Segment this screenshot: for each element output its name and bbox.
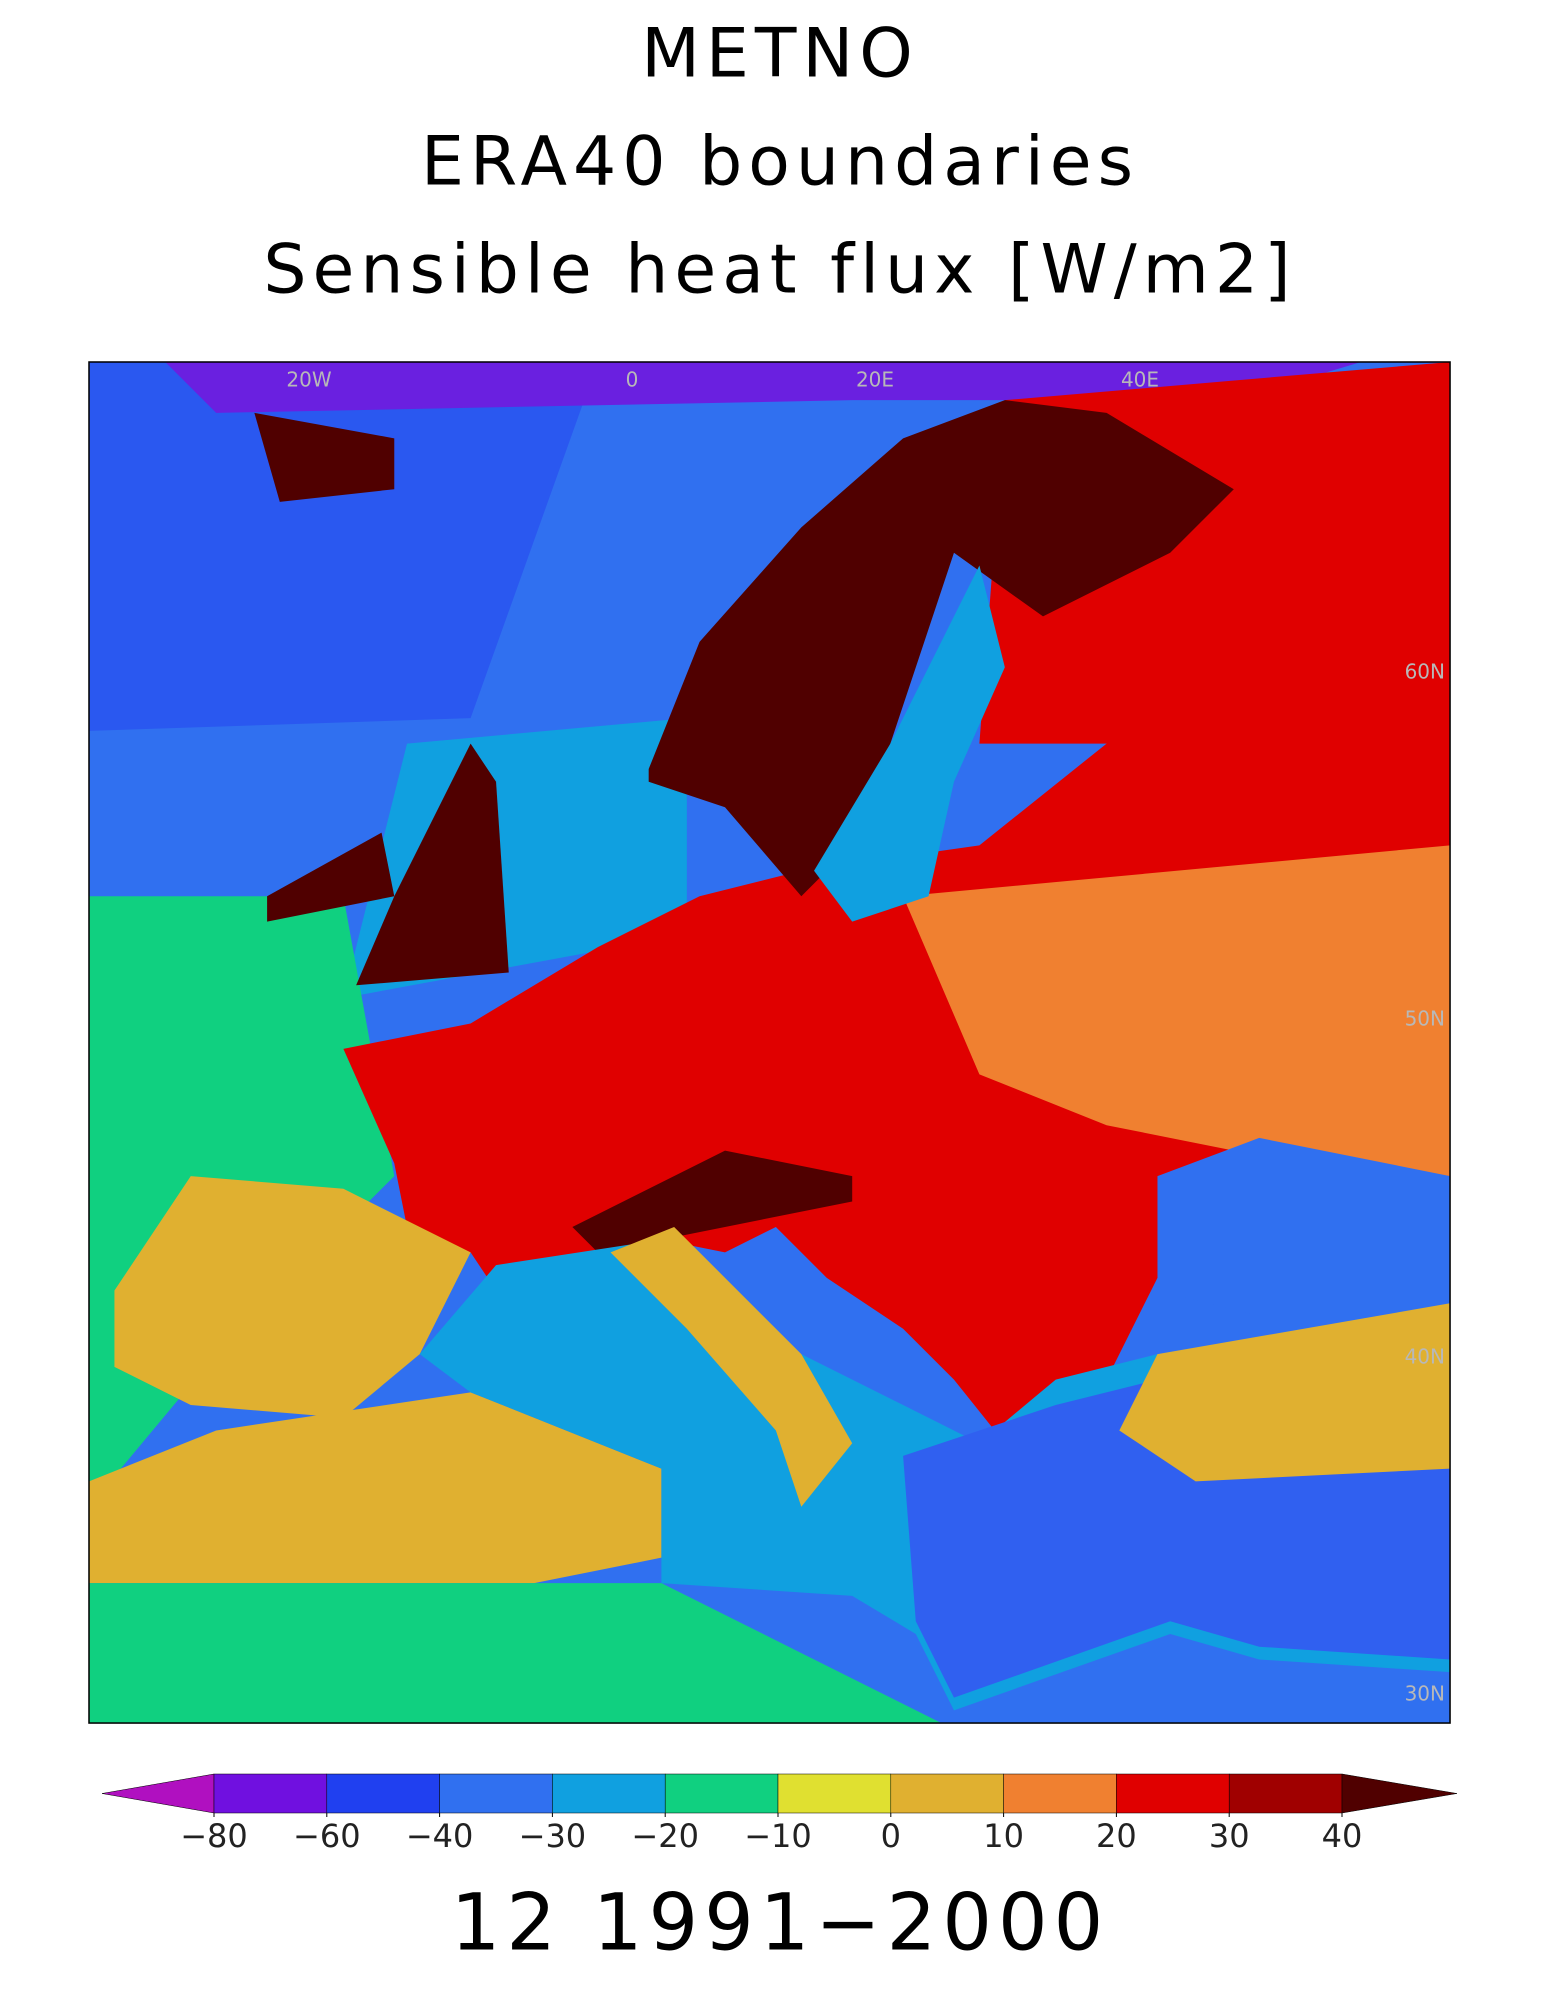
colorbar-tick-label: −60 (293, 1817, 361, 1855)
grid-label: 40E (1121, 368, 1159, 392)
colorbar-box (890, 1773, 1004, 1814)
grid-label: 60N (1405, 660, 1445, 684)
colorbar: −80 −60 −40 −30 −20 −10 0 10 20 30 40 (101, 1773, 1458, 1855)
colorbar-box (777, 1773, 892, 1814)
colorbar-extend-high (1341, 1773, 1458, 1814)
colorbar-tick-label: 30 (1209, 1817, 1250, 1855)
grid-label: 30N (1405, 1682, 1445, 1706)
map (88, 361, 1451, 1724)
colorbar-tick-label: −10 (744, 1817, 812, 1855)
colorbar-tick-label: −30 (519, 1817, 587, 1855)
title-line: Sensible heat flux [W/m2] (263, 231, 1296, 310)
grid-label: 50N (1405, 1007, 1445, 1031)
grid-label: 20E (856, 368, 894, 392)
grid-label: 20W (286, 368, 331, 392)
period: 12 1991−2000 (451, 1878, 1109, 1968)
title-line: METNO (641, 15, 919, 94)
colorbar-box (1003, 1773, 1117, 1814)
title-line: ERA40 boundaries (421, 123, 1139, 202)
colorbar-tick-label: −20 (631, 1817, 699, 1855)
colorbar-box (1228, 1773, 1343, 1814)
grid-label: 40N (1405, 1345, 1445, 1369)
colorbar-tick-label: −40 (406, 1817, 474, 1855)
colorbar-box (213, 1773, 328, 1814)
colorbar-tick-label: −80 (180, 1817, 248, 1855)
colorbar-box (1116, 1773, 1230, 1814)
colorbar-box (326, 1773, 440, 1814)
colorbar-tick-label: 10 (983, 1817, 1024, 1855)
colorbar-tick-label: 20 (1096, 1817, 1137, 1855)
colorbar-tick-label: 0 (881, 1817, 901, 1855)
colorbar-tick-label: 40 (1322, 1817, 1363, 1855)
colorbar-box (552, 1773, 666, 1814)
grid-label: 0 (626, 368, 639, 392)
grid-labels: 20W 0 20E 40E 60N 50N 40N 30N (286, 368, 1445, 1706)
colorbar-extend-low (101, 1773, 215, 1814)
colorbar-box (664, 1773, 779, 1814)
colorbar-box (439, 1773, 553, 1814)
